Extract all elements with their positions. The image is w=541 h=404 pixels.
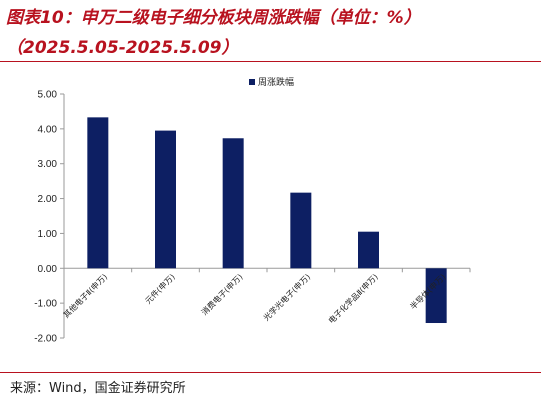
- x-category-label: 消费电子(申万): [199, 272, 244, 317]
- bar: [87, 117, 109, 269]
- y-tick-label: 1.00: [38, 229, 58, 240]
- legend-swatch: [249, 79, 255, 85]
- legend-label: 周涨跌幅: [258, 76, 294, 88]
- title-divider: [0, 61, 541, 62]
- title-line-2: （2025.5.05-2025.5.09）: [6, 38, 239, 58]
- x-category-label: 电子化学品Ⅱ(申万): [326, 272, 380, 326]
- y-tick-label: -2.00: [34, 334, 57, 345]
- source-note: 来源：Wind，国金证券研究所: [10, 381, 186, 396]
- x-category-label: 光学光电子(申万): [261, 272, 312, 323]
- source-divider: [0, 372, 541, 373]
- y-tick-label: 3.00: [38, 159, 58, 170]
- bar-chart: 5.00 4.00 3.00 2.00 1.00 0.00 -1.00 -2.00 其他电子Ⅱ(…: [34, 76, 471, 345]
- x-category-label: 其他电子Ⅱ(申万): [61, 272, 109, 320]
- y-tick-label: -1.00: [34, 299, 57, 310]
- bar: [290, 192, 312, 269]
- chart-title: 图表10：申万二级电子细分板块周涨跌幅（单位：%） （2025.5.05-202…: [6, 3, 536, 63]
- y-tick-label: 5.00: [38, 90, 58, 101]
- title-line-1: 图表10：申万二级电子细分板块周涨跌幅（单位：%）: [6, 8, 421, 28]
- bar: [155, 130, 176, 269]
- y-tick-label: 2.00: [38, 194, 58, 205]
- bar: [358, 231, 379, 269]
- y-tick-label: 0.00: [38, 264, 58, 275]
- y-tick-label: 4.00: [38, 124, 58, 135]
- x-category-label: 元件(申万): [143, 272, 177, 306]
- bar: [222, 138, 244, 269]
- bar: [425, 268, 447, 324]
